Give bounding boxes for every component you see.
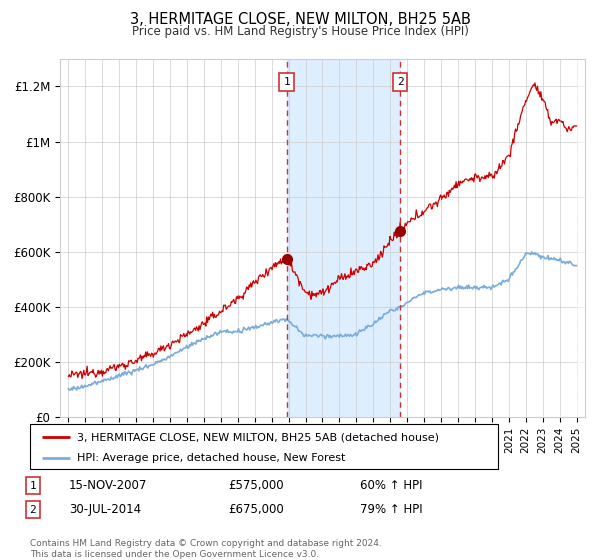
Bar (287, 59, 400, 417)
Text: 2: 2 (29, 505, 37, 515)
Text: 3, HERMITAGE CLOSE, NEW MILTON, BH25 5AB (detached house): 3, HERMITAGE CLOSE, NEW MILTON, BH25 5AB… (77, 432, 439, 442)
Text: 1: 1 (29, 480, 37, 491)
Text: 2: 2 (397, 77, 403, 87)
Text: 1: 1 (283, 77, 290, 87)
Text: Price paid vs. HM Land Registry's House Price Index (HPI): Price paid vs. HM Land Registry's House … (131, 25, 469, 38)
Text: HPI: Average price, detached house, New Forest: HPI: Average price, detached house, New … (77, 453, 345, 463)
Bar (577, 59, 585, 417)
Text: £675,000: £675,000 (228, 503, 284, 516)
Text: 30-JUL-2014: 30-JUL-2014 (69, 503, 141, 516)
Text: 15-NOV-2007: 15-NOV-2007 (69, 479, 148, 492)
Text: 79% ↑ HPI: 79% ↑ HPI (360, 503, 422, 516)
FancyBboxPatch shape (30, 424, 498, 469)
Text: 60% ↑ HPI: 60% ↑ HPI (360, 479, 422, 492)
Text: Contains HM Land Registry data © Crown copyright and database right 2024.
This d: Contains HM Land Registry data © Crown c… (30, 539, 382, 559)
Text: £575,000: £575,000 (228, 479, 284, 492)
Text: 3, HERMITAGE CLOSE, NEW MILTON, BH25 5AB: 3, HERMITAGE CLOSE, NEW MILTON, BH25 5AB (130, 12, 470, 27)
